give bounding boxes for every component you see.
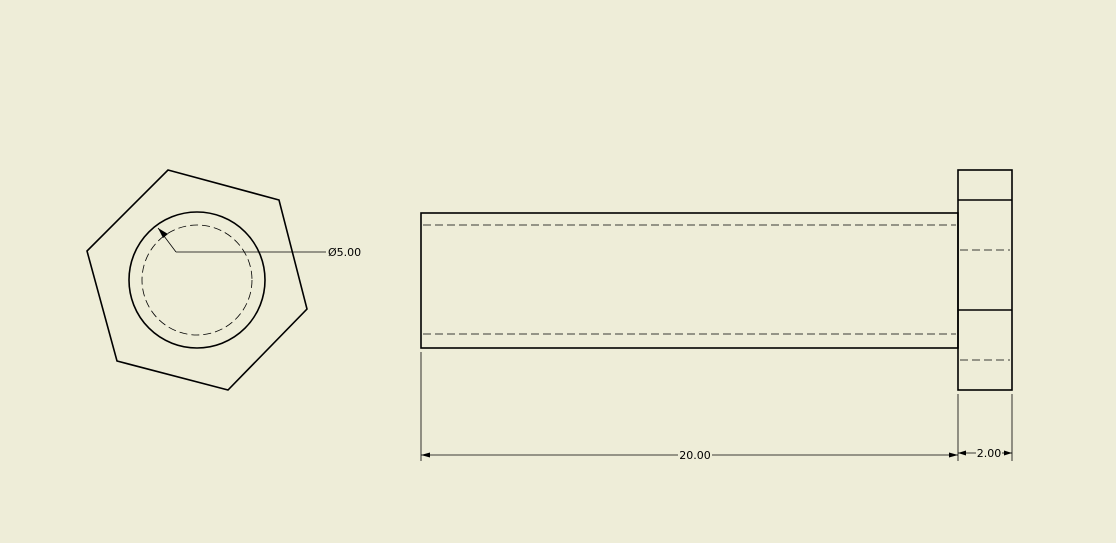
- head-dimension-label: 2.00: [977, 447, 1002, 460]
- head-dimension: [958, 450, 1012, 456]
- hex-head-side: [957, 169, 1013, 391]
- side-view: 20.00 2.00: [420, 169, 1013, 462]
- diameter-dimension-label: Ø5.00: [328, 246, 361, 259]
- head-arrow-left: [958, 450, 966, 456]
- leader-arrowhead: [158, 228, 168, 238]
- length-dimension-label: 20.00: [679, 449, 711, 462]
- end-view: Ø5.00: [86, 169, 361, 391]
- length-arrow-left: [421, 452, 430, 458]
- length-dimension: [421, 452, 958, 458]
- shank-outer-circle: [128, 211, 266, 349]
- diameter-leader: [157, 227, 326, 253]
- bore-hidden-circle: [141, 224, 253, 336]
- head-arrow-right: [1004, 450, 1012, 456]
- shank-body: [420, 212, 959, 349]
- hex-head-outline: [86, 169, 308, 391]
- length-arrow-right: [949, 452, 958, 458]
